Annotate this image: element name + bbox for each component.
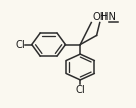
- Text: Cl: Cl: [15, 40, 25, 50]
- Text: HN: HN: [101, 12, 116, 22]
- Text: Cl: Cl: [75, 85, 85, 95]
- Text: OH: OH: [92, 12, 108, 22]
